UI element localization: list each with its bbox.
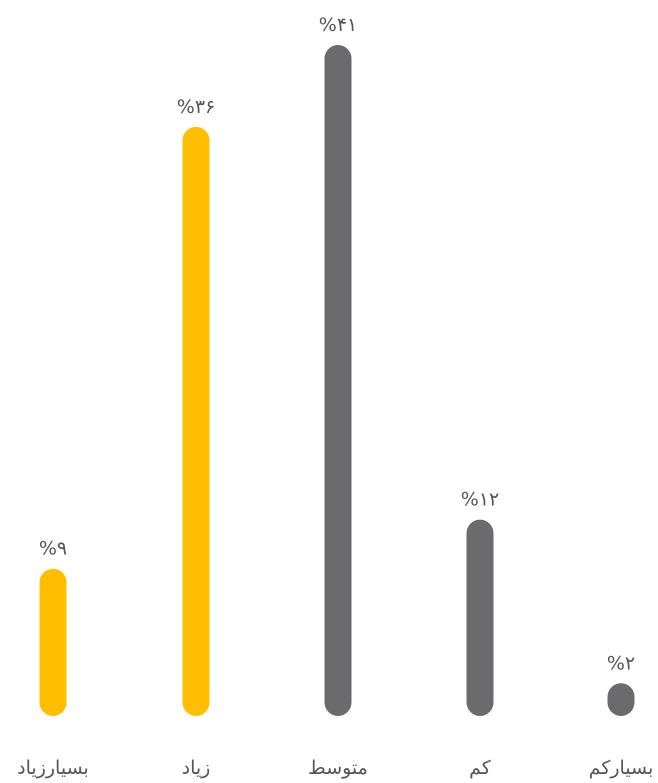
value-label-4: %۱۲ — [461, 489, 499, 511]
bar-5 — [607, 683, 635, 716]
bars-group — [39, 45, 635, 716]
value-labels-group: %۹ %۳۶ %۴۱ %۱۲ %۲ — [39, 14, 635, 674]
category-label-4: کم — [469, 757, 492, 779]
category-label-1: بسیارزیاد — [17, 757, 89, 779]
value-label-3: %۴۱ — [319, 14, 357, 36]
bar-3 — [324, 45, 352, 716]
category-label-3: متوسط — [308, 757, 368, 779]
category-labels-group: بسیارزیاد زیاد متوسط کم بسیارکم — [17, 757, 653, 779]
bar-4 — [466, 519, 494, 716]
bar-1 — [39, 568, 67, 716]
category-label-5: بسیارکم — [589, 757, 654, 779]
value-label-1: %۹ — [39, 538, 67, 560]
value-label-5: %۲ — [607, 652, 635, 674]
bar-2 — [182, 126, 210, 716]
value-label-2: %۳۶ — [177, 96, 215, 118]
category-label-2: زیاد — [182, 757, 211, 779]
